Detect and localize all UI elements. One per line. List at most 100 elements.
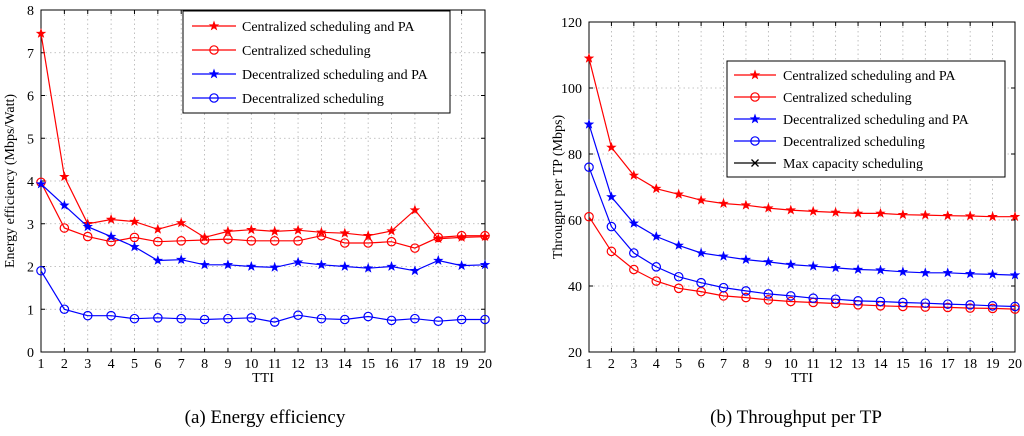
data-point bbox=[808, 293, 819, 304]
legend-marker bbox=[209, 93, 219, 103]
series-centralized-scheduling-and-pa bbox=[35, 28, 491, 244]
data-point bbox=[82, 221, 93, 232]
data-point bbox=[105, 231, 117, 242]
y-tick-label: 6 bbox=[27, 90, 34, 105]
series-decentralized-scheduling-and-pa bbox=[35, 178, 491, 276]
data-point bbox=[942, 210, 953, 221]
data-point bbox=[480, 230, 490, 241]
y-axis-label: Energy efficiency (Mbps/Watt) bbox=[3, 94, 18, 268]
data-point bbox=[965, 300, 975, 310]
x-tick-label: 10 bbox=[244, 357, 258, 372]
y-tick-label: 60 bbox=[568, 214, 582, 229]
data-point bbox=[293, 310, 303, 321]
data-point bbox=[785, 259, 797, 270]
data-point bbox=[129, 216, 140, 227]
data-point bbox=[292, 224, 304, 235]
data-point bbox=[316, 259, 327, 270]
x-tick-label: 19 bbox=[986, 357, 1000, 372]
x-tick-label: 20 bbox=[1008, 357, 1022, 372]
data-point bbox=[152, 223, 164, 234]
throughput-chart: 1 2 3 4 5 6 7 8 9 10 11 12 13 14 15 16 17 18 19 20204060801… bbox=[551, 16, 1022, 428]
data-point bbox=[35, 178, 47, 189]
data-point bbox=[246, 261, 257, 271]
data-point bbox=[830, 262, 841, 273]
x-tick-label: 17 bbox=[941, 357, 955, 372]
x-tick-label: 4 bbox=[108, 357, 115, 372]
x-tick-label: 3 bbox=[84, 357, 91, 372]
data-point bbox=[651, 183, 662, 194]
data-point bbox=[269, 317, 280, 327]
y-tick-label: 5 bbox=[27, 132, 34, 147]
data-point bbox=[942, 267, 953, 278]
y-axis-label: Througput per TP (Mbps) bbox=[551, 115, 566, 260]
data-point bbox=[629, 264, 639, 275]
y-tick-label: 100 bbox=[561, 82, 582, 97]
data-point bbox=[362, 262, 374, 273]
x-axis-label: TTI bbox=[791, 371, 813, 386]
x-tick-label: 9 bbox=[224, 357, 231, 372]
legend-marker bbox=[209, 45, 219, 55]
data-point bbox=[897, 209, 909, 220]
data-point bbox=[175, 254, 187, 265]
legend-label: Centralized scheduling bbox=[783, 91, 912, 106]
x-tick-label: 12 bbox=[291, 357, 305, 372]
data-point bbox=[246, 312, 257, 323]
x-tick-label: 2 bbox=[608, 357, 615, 372]
x-tick-label: 14 bbox=[873, 357, 887, 372]
x-tick-label: 15 bbox=[896, 357, 910, 372]
x-tick-label: 8 bbox=[742, 357, 749, 372]
data-point bbox=[583, 118, 595, 129]
data-point bbox=[129, 241, 140, 252]
data-point bbox=[942, 299, 953, 309]
data-point bbox=[153, 236, 163, 247]
legend-label: Centralized scheduling and PA bbox=[783, 69, 956, 84]
data-point bbox=[987, 300, 998, 311]
data-point bbox=[456, 314, 467, 325]
y-tick-label: 1 bbox=[27, 303, 34, 318]
data-point bbox=[316, 230, 327, 241]
panel-caption: (a) Energy efficiency bbox=[185, 407, 346, 428]
series-decentralized-scheduling bbox=[584, 162, 1020, 312]
data-point bbox=[852, 207, 864, 218]
y-tick-label: 7 bbox=[27, 47, 34, 62]
data-point bbox=[82, 231, 93, 242]
x-tick-label: 10 bbox=[784, 357, 798, 372]
data-point bbox=[222, 259, 234, 270]
data-point bbox=[293, 236, 303, 246]
data-point bbox=[875, 264, 886, 275]
y-tick-label: 4 bbox=[27, 175, 34, 190]
data-point bbox=[386, 315, 397, 326]
data-point bbox=[222, 225, 234, 236]
data-point bbox=[59, 304, 70, 315]
series-line bbox=[588, 124, 1016, 276]
data-point bbox=[176, 236, 187, 246]
legend-marker bbox=[751, 159, 759, 167]
data-point bbox=[987, 268, 998, 279]
x-tick-label: 15 bbox=[361, 357, 375, 372]
data-point bbox=[339, 314, 350, 325]
data-point bbox=[897, 266, 909, 277]
data-point bbox=[628, 169, 640, 180]
legend-marker bbox=[208, 20, 220, 31]
data-point bbox=[830, 206, 841, 217]
legend-marker bbox=[750, 92, 760, 102]
data-point bbox=[199, 231, 210, 242]
x-tick-label: 2 bbox=[61, 357, 68, 372]
x-tick-label: 18 bbox=[963, 357, 977, 372]
data-point bbox=[35, 28, 47, 38]
legend-box bbox=[182, 10, 451, 114]
legend: Centralized scheduling and PA Centralized… bbox=[182, 10, 451, 114]
legend-label: Centralized scheduling and PA bbox=[242, 20, 415, 35]
data-point bbox=[223, 234, 233, 244]
data-point bbox=[875, 296, 886, 307]
data-point bbox=[1009, 211, 1021, 222]
data-point bbox=[964, 268, 976, 279]
x-tick-label: 4 bbox=[653, 357, 660, 372]
data-point bbox=[584, 162, 594, 172]
data-point bbox=[965, 303, 975, 313]
data-point bbox=[740, 254, 752, 265]
data-point bbox=[410, 313, 420, 324]
data-point bbox=[920, 267, 931, 278]
data-point bbox=[362, 230, 374, 241]
